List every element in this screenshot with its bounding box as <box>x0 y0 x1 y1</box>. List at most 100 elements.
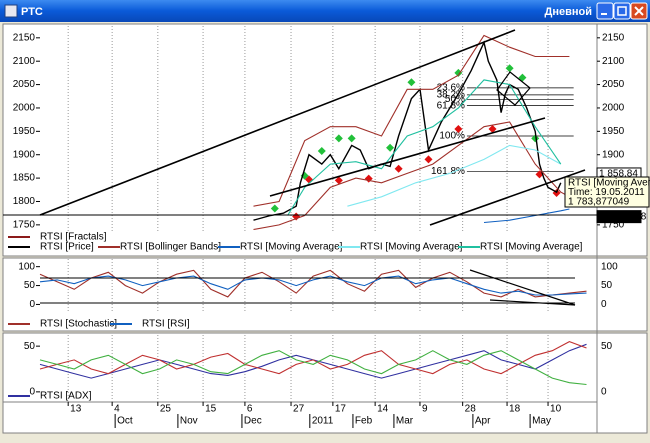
y2-tick-label: 1950 <box>602 126 625 137</box>
x-tick-label: 27 <box>293 404 305 415</box>
legend-label: RTSI [Bollinger Bands] <box>120 242 221 253</box>
x-tick-label: 6 <box>247 404 253 415</box>
y2-tick-label: 0 <box>601 386 607 397</box>
x-month-label: Apr <box>475 416 491 427</box>
minimize-button[interactable] <box>596 2 614 20</box>
y-tick-label: 50 <box>24 280 36 291</box>
legend-label: RTSI [Moving Average] <box>240 242 343 253</box>
fractal-up <box>386 143 395 152</box>
x-tick-label: 10 <box>550 404 562 415</box>
fractal-up <box>518 73 527 82</box>
y-tick-label: 1750 <box>13 219 36 230</box>
x-month-label: Feb <box>355 416 373 427</box>
x-month-label: May <box>532 416 551 427</box>
x-tick-label: 25 <box>160 404 172 415</box>
x-tick-label: 18 <box>509 404 521 415</box>
legend-label: RTSI [ADX] <box>40 391 92 402</box>
x-tick-label: 14 <box>377 404 389 415</box>
y-tick-label: 0 <box>29 299 35 310</box>
fractal-down <box>394 164 403 173</box>
fib-label: 23.6% <box>437 82 465 93</box>
window-title: РТС <box>21 6 43 18</box>
y2-tick-label: 2000 <box>602 103 625 114</box>
tooltip-line: 1 783,877049 <box>568 197 630 208</box>
title-bar: РТС Дневной <box>0 0 650 22</box>
y-tick-label: 2100 <box>13 56 36 67</box>
fractal-up <box>505 64 514 73</box>
trend-lines <box>3 29 597 306</box>
series-line <box>39 275 587 296</box>
series-line <box>253 40 562 221</box>
plot: 1750180018501900195020002050210021501750… <box>8 26 650 428</box>
legend-label: RTSI [Fractals] <box>40 232 107 243</box>
x-tick-label: 13 <box>70 404 82 415</box>
fractal-up <box>531 134 540 143</box>
x-tick-label: 17 <box>335 404 347 415</box>
y-tick-label: 0 <box>29 386 35 397</box>
price-marker-label: 1 858,84 <box>599 169 638 180</box>
fib-label: 161.8% <box>431 166 465 177</box>
y-tick-label: 2050 <box>13 79 36 90</box>
fib-label: 38.2% <box>437 90 465 101</box>
fractal-up <box>347 134 356 143</box>
y2-tick-label: 1750 <box>602 219 625 230</box>
price-marker-label: 1767,5688 <box>599 211 647 222</box>
fractal-down <box>454 125 463 133</box>
legend-label: RTSI [Stochastic] <box>40 319 117 330</box>
tooltip-line: RTSI [Moving Average <box>568 178 650 189</box>
title-bar-bg <box>0 0 650 22</box>
fib-label: 100% <box>439 131 465 142</box>
x-month-label: Dec <box>244 416 262 427</box>
y2-tick-label: 50 <box>601 280 613 291</box>
series-line <box>39 340 587 375</box>
y2-tick-label: 2150 <box>602 32 625 43</box>
x-month-label: 2011 <box>312 416 334 427</box>
fractal-down <box>334 176 343 185</box>
legend-label: RTSI [Moving Average] <box>480 242 583 253</box>
y2-tick-label: 2050 <box>602 79 625 90</box>
series-line <box>287 79 562 216</box>
x-tick-label: 9 <box>422 404 428 415</box>
series-line <box>39 350 587 386</box>
y-tick-label: 1900 <box>13 149 36 160</box>
price-marker <box>596 210 642 224</box>
fractal-up <box>407 78 416 87</box>
series-line <box>39 269 587 298</box>
y2-tick-label: 1900 <box>602 149 625 160</box>
fractal-up <box>270 204 279 213</box>
band-lower <box>253 121 570 231</box>
x-tick-label: 15 <box>205 404 217 415</box>
fractal-down <box>488 125 497 133</box>
fractal-up <box>334 134 343 143</box>
fractal-down <box>424 155 433 164</box>
timeframe[interactable]: Дневной <box>545 6 593 18</box>
fractal-up <box>317 146 326 155</box>
y-tick-label: 50 <box>24 341 36 352</box>
fractal-up <box>454 68 463 77</box>
legend-label: RTSI [Price] <box>40 242 94 253</box>
y-tick-label: 1850 <box>13 173 36 184</box>
y-tick-label: 2150 <box>13 32 36 43</box>
x-month-label: Oct <box>117 416 133 427</box>
y-tick-label: 1950 <box>13 126 36 137</box>
x-month-label: Mar <box>396 416 414 427</box>
y-tick-label: 100 <box>18 261 35 272</box>
tooltip-line: Time: 19.05.2011 <box>568 187 645 198</box>
tooltip <box>564 176 650 208</box>
series-line <box>253 34 570 207</box>
maximize-button[interactable] <box>613 2 631 20</box>
y-tick-label: 1800 <box>13 196 36 207</box>
y2-tick-label: 2100 <box>602 56 625 67</box>
series-line <box>347 144 562 207</box>
y-tick-label: 2000 <box>13 103 36 114</box>
legend-label: RTSI [Moving Average] <box>360 242 463 253</box>
legend-label: RTSI [RSI] <box>142 319 190 330</box>
y2-tick-label: 50 <box>601 341 613 352</box>
app-icon <box>4 4 18 18</box>
x-tick-label: 4 <box>114 404 120 415</box>
adx-pane <box>2 332 648 434</box>
main-pane <box>2 23 648 257</box>
x-tick-label: 28 <box>465 404 477 415</box>
